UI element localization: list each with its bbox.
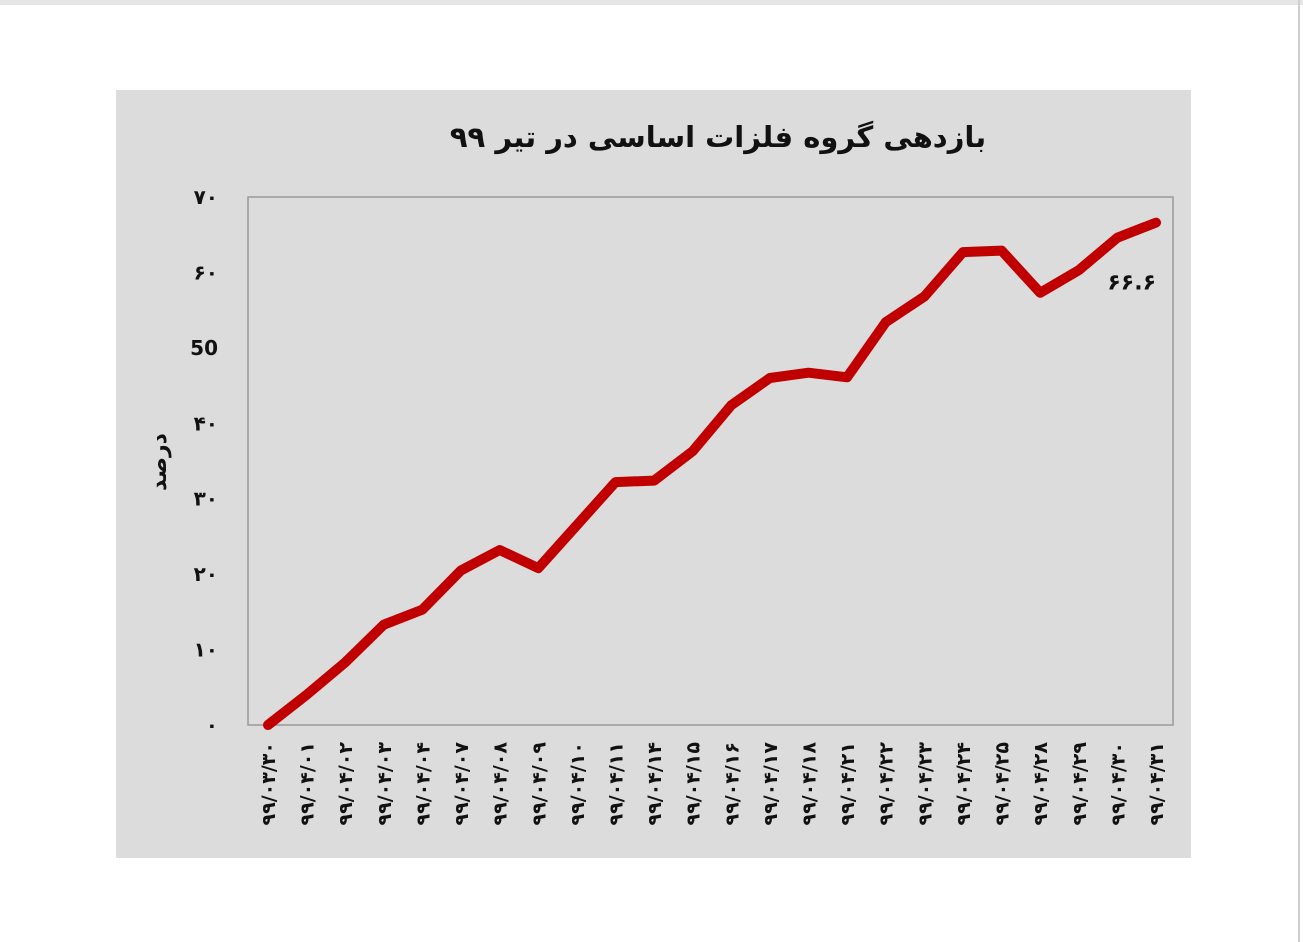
data-point: [807, 371, 810, 374]
x-tick-label: ۹۹/۰۴/۰۲: [335, 742, 357, 826]
x-tick-label: ۹۹/۰۴/۲۴: [953, 742, 975, 825]
x-tick-label: ۹۹/۰۴/۰۱: [297, 742, 319, 825]
right-edge: [1298, 0, 1300, 942]
y-tick-label: ۷۰: [194, 185, 218, 209]
x-tick-label: ۹۹/۰۴/۲۹: [1069, 742, 1091, 826]
data-point: [1077, 269, 1080, 272]
y-tick-label: ۰: [206, 713, 218, 737]
series-line: [263, 217, 1161, 730]
data-point: [884, 321, 887, 324]
y-tick-label: ۱۰: [194, 638, 218, 662]
x-tick-label: ۹۹/۰۴/۱۱: [605, 742, 627, 825]
data-point: [344, 661, 347, 664]
top-strip: [0, 0, 1303, 5]
x-tick-label: ۹۹/۰۴/۰۷: [451, 742, 473, 826]
data-label: ۶۶.۶: [1107, 271, 1156, 296]
plot-area: [247, 196, 1174, 726]
x-tick-label: ۹۹/۰۴/۳۱: [1146, 742, 1168, 825]
x-tick-label: ۹۹/۰۴/۱۷: [760, 742, 782, 826]
data-point: [1116, 236, 1119, 239]
y-tick-label: ۴۰: [194, 411, 218, 435]
annotations-group: ۶۶.۶: [1107, 271, 1156, 296]
data-point: [460, 569, 463, 572]
data-point: [537, 567, 540, 570]
x-tick-label: ۹۹/۰۴/۱۴: [644, 742, 666, 825]
data-point: [382, 623, 385, 626]
data-point: [691, 450, 694, 453]
x-axis: ۹۹/۰۳/۳۰ ۹۹/۰۴/۰۱ ۹۹/۰۴/۰۲ ۹۹/۰۴/۰۳ ۹۹/۰۴/۰۴…: [258, 742, 1168, 826]
data-point: [961, 251, 964, 254]
data-point: [846, 376, 849, 379]
data-point: [498, 549, 501, 552]
data-point: [653, 479, 656, 482]
x-tick-label: ۹۹/۰۴/۱۵: [683, 742, 705, 826]
x-tick-label: ۹۹/۰۳/۳۰: [258, 742, 280, 825]
x-tick-label: ۹۹/۰۴/۱۶: [721, 742, 743, 825]
x-tick-label: ۹۹/۰۴/۲۲: [876, 742, 898, 826]
data-point: [614, 481, 617, 484]
y-tick-label: ۶۰: [194, 260, 218, 284]
data-point: [421, 608, 424, 611]
data-point: [305, 693, 308, 696]
x-tick-label: ۹۹/۰۴/۲۸: [1030, 742, 1052, 826]
data-point: [923, 295, 926, 298]
data-point: [1155, 221, 1157, 224]
x-tick-label: ۹۹/۰۴/۰۳: [374, 742, 396, 826]
data-point: [768, 377, 771, 380]
data-point: [1000, 249, 1003, 252]
x-tick-label: ۹۹/۰۴/۰۹: [528, 742, 550, 826]
x-tick-label: ۹۹/۰۴/۰۴: [412, 742, 434, 825]
x-tick-label: ۹۹/۰۴/۲۱: [837, 742, 859, 825]
y-axis: ۰ ۱۰ ۲۰ ۳۰ ۴۰ 50 ۶۰ ۷۰: [190, 185, 218, 737]
data-point: [267, 724, 269, 726]
x-tick-label: ۹۹/۰۴/۱۸: [799, 742, 821, 826]
chart-svg: بازدهی گروه فلزات اساسی در تیر ۹۹ ۰ ۱۰ ۲۰ ۳…: [147, 120, 1174, 826]
data-point: [575, 524, 578, 527]
y-tick-label: 50: [190, 336, 218, 360]
y-tick-label: ۲۰: [194, 562, 218, 586]
series-group: [263, 217, 1161, 730]
x-tick-label: ۹۹/۰۴/۰۸: [490, 742, 512, 826]
x-tick-label: ۹۹/۰۴/۲۵: [992, 742, 1014, 826]
chart-title: بازدهی گروه فلزات اساسی در تیر ۹۹: [450, 120, 986, 154]
x-tick-label: ۹۹/۰۴/۳۰: [1107, 742, 1129, 825]
x-tick-label: ۹۹/۰۴/۲۳: [914, 742, 936, 826]
y-axis-label: درصد: [147, 433, 172, 491]
data-point: [1039, 291, 1042, 294]
data-point: [730, 404, 733, 407]
y-tick-label: ۳۰: [194, 487, 218, 511]
x-tick-label: ۹۹/۰۴/۱۰: [567, 742, 589, 825]
chart-panel: بازدهی گروه فلزات اساسی در تیر ۹۹ ۰ ۱۰ ۲۰ ۳…: [116, 90, 1191, 858]
